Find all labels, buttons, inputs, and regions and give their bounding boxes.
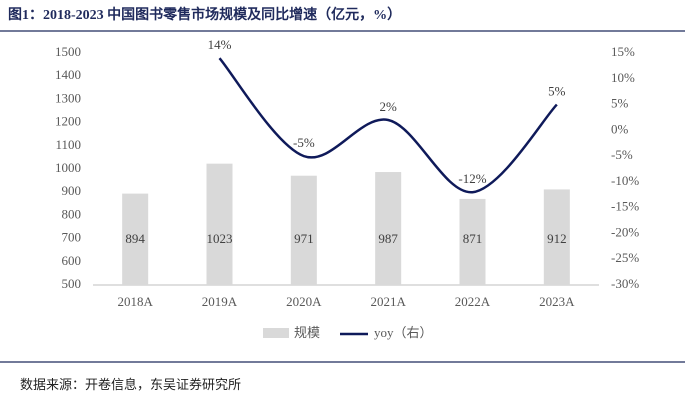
legend-label: 规模 — [294, 325, 320, 340]
y-tick-label: 1100 — [55, 137, 81, 152]
y-tick-label: 1200 — [55, 114, 81, 129]
y2-tick-label: -25% — [611, 250, 639, 265]
bar — [290, 175, 317, 285]
bar-label: 987 — [378, 231, 398, 246]
y-tick-label: 1300 — [55, 90, 81, 105]
source: 数据来源：开卷信息，东吴证券研究所 — [20, 377, 241, 392]
y-tick-label: 600 — [62, 253, 82, 268]
x-tick-label: 2020A — [286, 294, 322, 309]
bar-label: 1023 — [207, 231, 233, 246]
y2-tick-label: -5% — [611, 147, 633, 162]
y2-tick-label: -15% — [611, 199, 639, 214]
bar-label: 971 — [294, 231, 314, 246]
y-tick-label: 900 — [62, 183, 82, 198]
x-tick-label: 2022A — [455, 294, 491, 309]
line — [218, 57, 558, 194]
y-tick-label: 1500 — [55, 44, 81, 59]
bar — [543, 189, 570, 285]
bar — [375, 172, 402, 285]
y2-tick-label: 5% — [611, 96, 629, 111]
line-label: -5% — [293, 135, 315, 150]
line-label: 14% — [208, 37, 232, 52]
bar-label: 894 — [125, 231, 145, 246]
x-tick-label: 2021A — [370, 294, 406, 309]
y-tick-label: 700 — [62, 230, 82, 245]
y2-tick-label: -20% — [611, 224, 639, 239]
bar — [206, 163, 233, 285]
line-label: 5% — [548, 84, 566, 99]
line-label: 2% — [379, 99, 397, 114]
y-tick-label: 1000 — [55, 160, 81, 175]
bar — [122, 193, 149, 285]
bar-label: 912 — [547, 231, 567, 246]
y2-tick-label: -30% — [611, 276, 639, 291]
legend-label: yoy（右） — [374, 325, 433, 340]
chart-title: 图1：2018-2023 中国图书零售市场规模及同比增速（亿元，%） — [8, 6, 401, 23]
y2-tick-label: -10% — [611, 173, 639, 188]
legend-swatch — [263, 328, 289, 338]
y-tick-label: 500 — [62, 276, 82, 291]
x-tick-label: 2018A — [117, 294, 153, 309]
y2-tick-label: 15% — [611, 44, 635, 59]
y2-tick-label: 10% — [611, 70, 635, 85]
bar — [459, 198, 486, 285]
bar-label: 871 — [463, 231, 483, 246]
y2-tick-label: 0% — [611, 121, 629, 136]
y-tick-label: 800 — [62, 206, 82, 221]
y-tick-label: 1400 — [55, 67, 81, 82]
x-tick-label: 2023A — [539, 294, 575, 309]
x-tick-label: 2019A — [202, 294, 238, 309]
line-label: -12% — [458, 171, 486, 186]
